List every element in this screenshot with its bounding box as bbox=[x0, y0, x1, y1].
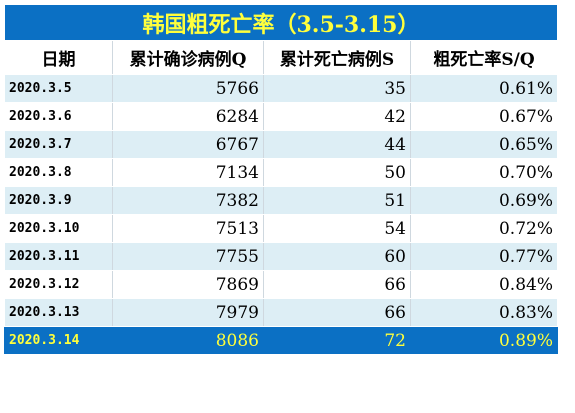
table-row: 2020.3.6 6284 42 0.67% bbox=[4, 102, 558, 131]
deaths-cell: 35 bbox=[263, 74, 411, 103]
rate-cell: 0.67% bbox=[410, 102, 558, 131]
deaths-cell: 66 bbox=[263, 298, 411, 327]
deaths-cell: 66 bbox=[263, 270, 411, 299]
date-cell: 2020.3.6 bbox=[4, 102, 113, 131]
date-cell: 2020.3.8 bbox=[4, 158, 113, 187]
date-cell: 2020.3.5 bbox=[4, 74, 113, 103]
date-cell: 2020.3.7 bbox=[4, 130, 113, 159]
table-row: 2020.3.13 7979 66 0.83% bbox=[4, 298, 558, 327]
deaths-cell: 72 bbox=[263, 326, 411, 355]
date-cell: 2020.3.14 bbox=[4, 326, 113, 355]
date-cell: 2020.3.13 bbox=[4, 298, 113, 327]
table-title: 韩国粗死亡率（3.5-3.15） bbox=[4, 4, 558, 41]
column-header-rate: 粗死亡率S/Q bbox=[410, 40, 558, 75]
confirmed-cell: 6284 bbox=[112, 102, 264, 131]
mortality-table: 韩国粗死亡率（3.5-3.15） 日期 累计确诊病例Q 累计死亡病例S 粗死亡率… bbox=[4, 4, 558, 355]
confirmed-cell: 8086 bbox=[112, 326, 264, 355]
confirmed-cell: 7755 bbox=[112, 242, 264, 271]
table-row: 2020.3.9 7382 51 0.69% bbox=[4, 186, 558, 215]
header-row: 日期 累计确诊病例Q 累计死亡病例S 粗死亡率S/Q bbox=[4, 40, 558, 75]
date-cell: 2020.3.12 bbox=[4, 270, 113, 299]
rate-cell: 0.70% bbox=[410, 158, 558, 187]
table-row: 2020.3.11 7755 60 0.77% bbox=[4, 242, 558, 271]
deaths-cell: 44 bbox=[263, 130, 411, 159]
rate-cell: 0.72% bbox=[410, 214, 558, 243]
rate-cell: 0.65% bbox=[410, 130, 558, 159]
confirmed-cell: 5766 bbox=[112, 74, 264, 103]
table-row: 2020.3.10 7513 54 0.72% bbox=[4, 214, 558, 243]
column-header-confirmed: 累计确诊病例Q bbox=[112, 40, 264, 75]
date-cell: 2020.3.9 bbox=[4, 186, 113, 215]
deaths-cell: 51 bbox=[263, 186, 411, 215]
table-row: 2020.3.12 7869 66 0.84% bbox=[4, 270, 558, 299]
column-header-date: 日期 bbox=[4, 40, 113, 75]
rate-cell: 0.83% bbox=[410, 298, 558, 327]
date-cell: 2020.3.11 bbox=[4, 242, 113, 271]
rate-cell: 0.77% bbox=[410, 242, 558, 271]
confirmed-cell: 7134 bbox=[112, 158, 264, 187]
confirmed-cell: 7513 bbox=[112, 214, 264, 243]
deaths-cell: 50 bbox=[263, 158, 411, 187]
title-row: 韩国粗死亡率（3.5-3.15） bbox=[4, 4, 558, 41]
confirmed-cell: 7382 bbox=[112, 186, 264, 215]
table-row: 2020.3.7 6767 44 0.65% bbox=[4, 130, 558, 159]
deaths-cell: 42 bbox=[263, 102, 411, 131]
column-header-deaths: 累计死亡病例S bbox=[263, 40, 411, 75]
deaths-cell: 60 bbox=[263, 242, 411, 271]
deaths-cell: 54 bbox=[263, 214, 411, 243]
table-row-highlighted: 2020.3.14 8086 72 0.89% bbox=[4, 326, 558, 355]
confirmed-cell: 7869 bbox=[112, 270, 264, 299]
confirmed-cell: 7979 bbox=[112, 298, 264, 327]
table-row: 2020.3.5 5766 35 0.61% bbox=[4, 74, 558, 103]
spreadsheet: 韩国粗死亡率（3.5-3.15） 日期 累计确诊病例Q 累计死亡病例S 粗死亡率… bbox=[4, 4, 558, 355]
confirmed-cell: 6767 bbox=[112, 130, 264, 159]
rate-cell: 0.61% bbox=[410, 74, 558, 103]
rate-cell: 0.69% bbox=[410, 186, 558, 215]
rate-cell: 0.84% bbox=[410, 270, 558, 299]
table-row: 2020.3.8 7134 50 0.70% bbox=[4, 158, 558, 187]
rate-cell: 0.89% bbox=[410, 326, 558, 355]
date-cell: 2020.3.10 bbox=[4, 214, 113, 243]
